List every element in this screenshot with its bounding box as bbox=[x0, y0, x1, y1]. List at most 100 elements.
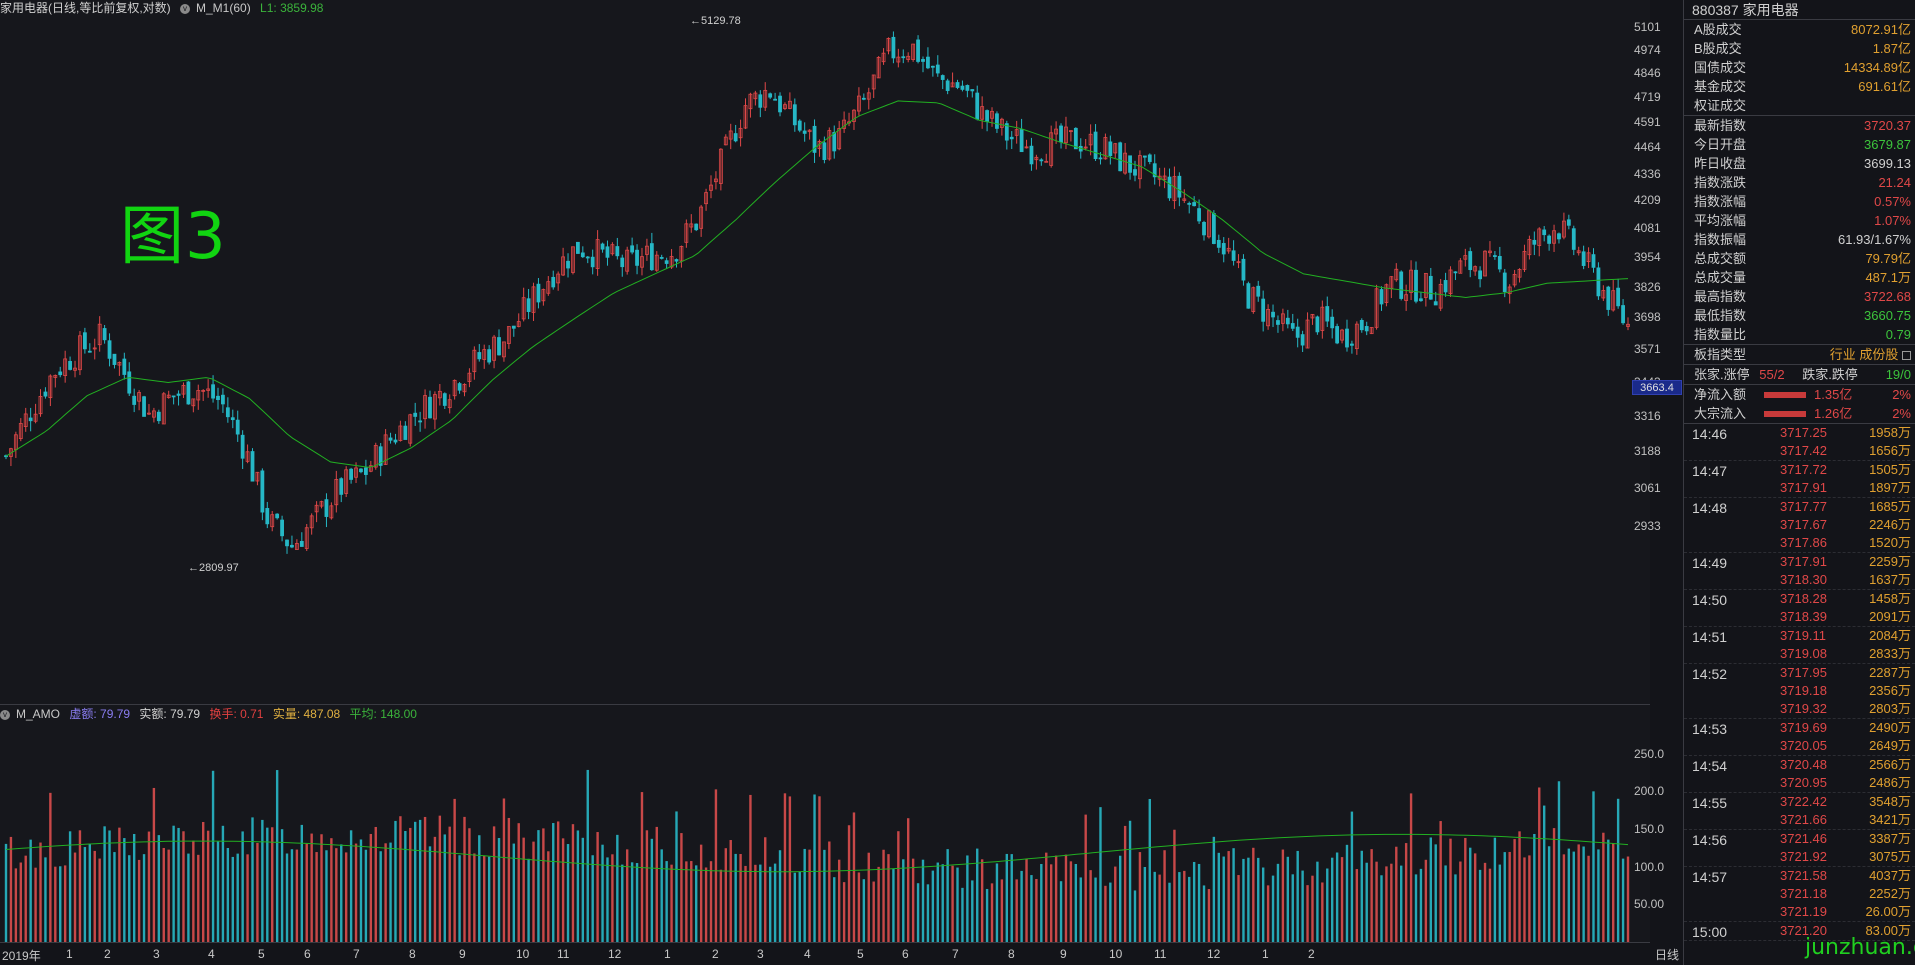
figure-label: 图3 bbox=[120, 200, 227, 274]
candlestick bbox=[383, 429, 388, 465]
pane-divider[interactable] bbox=[0, 704, 1650, 705]
candlestick bbox=[1039, 158, 1044, 166]
flow-row: 净流入额 1.35亿 2% bbox=[1684, 385, 1915, 404]
volume-toggle-icon[interactable]: v bbox=[0, 709, 10, 720]
volume-bar bbox=[907, 818, 910, 942]
volume-bar bbox=[966, 855, 969, 942]
tick-group: 14:48 3717.77 1685万 3717.67 2246万 3717.86 1520… bbox=[1684, 498, 1915, 553]
volume-bar bbox=[14, 868, 18, 942]
volume-bar bbox=[1276, 863, 1280, 942]
volume-bar bbox=[1602, 832, 1605, 942]
candlestick bbox=[600, 242, 605, 253]
candlestick bbox=[1389, 276, 1394, 299]
candlestick bbox=[314, 501, 319, 523]
candlestick bbox=[294, 539, 299, 550]
candlestick bbox=[1552, 224, 1556, 253]
candlestick bbox=[92, 338, 97, 360]
volume-bar bbox=[78, 830, 82, 942]
candlestick bbox=[482, 344, 487, 369]
candlestick bbox=[526, 288, 531, 320]
candlestick bbox=[1497, 246, 1502, 273]
indicator-name[interactable]: M_M1(60) bbox=[196, 1, 251, 15]
price-axis-tick: 4974 bbox=[1634, 42, 1661, 57]
tick-time: 14:51 bbox=[1692, 629, 1728, 645]
candlestick bbox=[511, 325, 516, 337]
volume-bar bbox=[926, 884, 930, 942]
candlestick bbox=[1359, 318, 1364, 333]
volume-bar bbox=[202, 822, 205, 942]
candlestick bbox=[738, 119, 743, 147]
index-type-value[interactable]: 行业 成份股 bbox=[1830, 345, 1911, 364]
volume-bar bbox=[921, 859, 925, 942]
tick-list[interactable]: 14:46 3717.25 1958万 3717.42 1656万 14:47 3717.7… bbox=[1684, 424, 1915, 941]
volume-bar bbox=[256, 842, 259, 942]
candlestick bbox=[477, 344, 482, 362]
tick-volume: 2486万 bbox=[1869, 775, 1911, 790]
x-axis-tick: 8 bbox=[1008, 947, 1015, 961]
grid-icon bbox=[1902, 351, 1911, 361]
volume-bar bbox=[887, 854, 890, 942]
price-axis-tick: 4336 bbox=[1634, 166, 1661, 181]
candlestick bbox=[319, 500, 324, 509]
down-limit-value: 19/0 bbox=[1885, 367, 1911, 382]
volume-bar bbox=[458, 855, 461, 942]
candlestick bbox=[132, 388, 137, 413]
tick-volume: 1897万 bbox=[1869, 480, 1911, 495]
volume-chart[interactable] bbox=[0, 738, 1632, 942]
index-stat-row: 最新指数 3720.37 bbox=[1684, 116, 1915, 135]
volume-bar bbox=[902, 859, 905, 942]
volume-bar bbox=[305, 843, 308, 942]
price-axis-tick: 4591 bbox=[1634, 115, 1661, 130]
price-axis-tick: 2933 bbox=[1634, 519, 1661, 534]
volume-bar bbox=[1621, 858, 1625, 942]
candlestick bbox=[216, 387, 220, 410]
candlestick bbox=[1271, 304, 1275, 328]
volume-bar bbox=[1395, 846, 1398, 942]
candlestick bbox=[901, 49, 906, 64]
up-limit-value: 55/2 bbox=[1759, 367, 1785, 382]
volume-bar bbox=[1552, 828, 1556, 942]
candlestick bbox=[78, 331, 82, 376]
volume-bar bbox=[1020, 870, 1023, 942]
limit-row: 张家.涨停 55/2 跌家.跌停 19/0 bbox=[1684, 365, 1915, 384]
candlestick bbox=[1468, 247, 1473, 278]
candlestick bbox=[773, 92, 777, 101]
volume-bar bbox=[1010, 854, 1013, 942]
volume-bar bbox=[1375, 861, 1378, 942]
candlestick bbox=[640, 247, 644, 276]
candlestick bbox=[1537, 227, 1542, 257]
price-chart[interactable]: ←5129.78 ←2809.97 bbox=[0, 16, 1632, 704]
volume-bar bbox=[261, 819, 264, 942]
volume-bar bbox=[852, 812, 856, 942]
candlestick bbox=[388, 432, 393, 444]
volume-indicator-name[interactable]: M_AMO bbox=[16, 707, 61, 721]
turnover-row: 基金成交 691.61亿 bbox=[1684, 77, 1915, 96]
candlestick bbox=[87, 343, 92, 353]
candlestick bbox=[1049, 125, 1054, 168]
flow-pct: 2% bbox=[1892, 387, 1911, 402]
volume-bar bbox=[1518, 831, 1521, 942]
turnover-row: A股成交 8072.91亿 bbox=[1684, 20, 1915, 39]
tick-volume: 1656万 bbox=[1869, 443, 1911, 458]
candlestick bbox=[955, 79, 960, 90]
volume-bar bbox=[552, 823, 555, 942]
volume-bar bbox=[1473, 853, 1477, 942]
candlestick bbox=[1330, 309, 1335, 339]
candlestick bbox=[694, 223, 699, 232]
up-limit-label: 张家.涨停 bbox=[1694, 367, 1750, 382]
candlestick bbox=[152, 407, 156, 423]
tick-group: 14:47 3717.72 1505万 3717.91 1897万 bbox=[1684, 461, 1915, 498]
indicator-toggle-icon[interactable]: v bbox=[180, 3, 191, 14]
volume-bar bbox=[1143, 867, 1147, 942]
candlestick bbox=[1157, 167, 1162, 187]
volume-bar bbox=[1296, 850, 1299, 942]
period-button[interactable]: 日线 bbox=[1655, 948, 1680, 962]
flow-value: 1.26亿 bbox=[1814, 406, 1853, 421]
candlestick bbox=[965, 84, 970, 98]
candlestick bbox=[497, 329, 501, 356]
main-chart-area[interactable]: 家用电器(日线,等比前复权,对数) v M_M1(60) L1: 3859.98 … bbox=[0, 0, 1650, 965]
volume-bar bbox=[1612, 843, 1615, 942]
volume-bar bbox=[1582, 846, 1585, 942]
candlestick bbox=[1315, 315, 1320, 335]
volume-bar bbox=[1035, 878, 1038, 942]
